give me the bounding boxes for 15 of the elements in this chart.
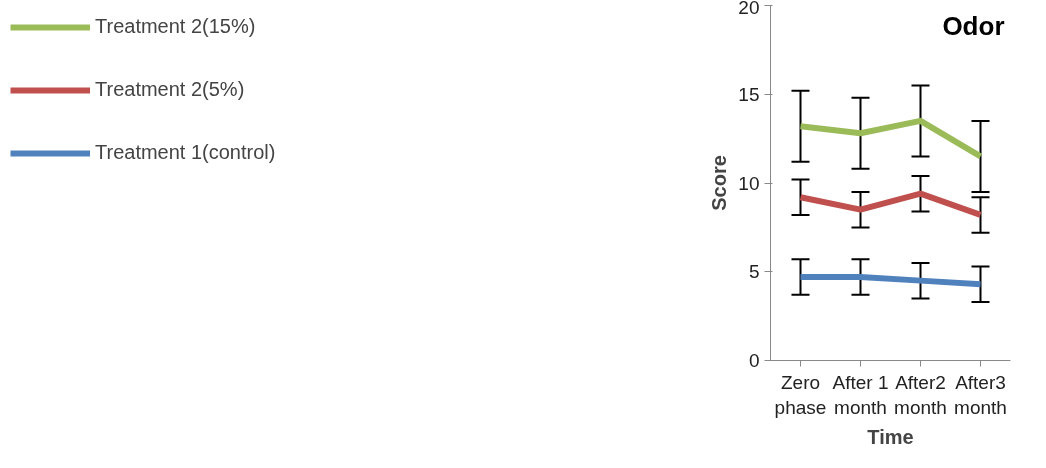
chart-title: Odor [942,10,1005,41]
y-tick-label: 15 [738,83,760,105]
x-tick-label: After 1 month [832,371,889,418]
x-tick-label: After2 month [894,371,947,418]
y-axis-title: Score [708,155,731,211]
x-axis-title: Time [867,425,914,448]
y-tick-label: 20 [738,0,760,18]
legend-label: Treatment 1(control) [95,141,276,164]
x-tick-label: Zero phase [774,371,827,418]
y-tick-label: 0 [748,350,760,371]
x-tick-label: After3 month [954,371,1007,418]
y-tick-label: 10 [738,172,760,194]
legend-label: Treatment 2(15%) [95,15,256,38]
y-tick-label: 5 [748,261,760,283]
legend-label: Treatment 2(5%) [95,78,245,101]
